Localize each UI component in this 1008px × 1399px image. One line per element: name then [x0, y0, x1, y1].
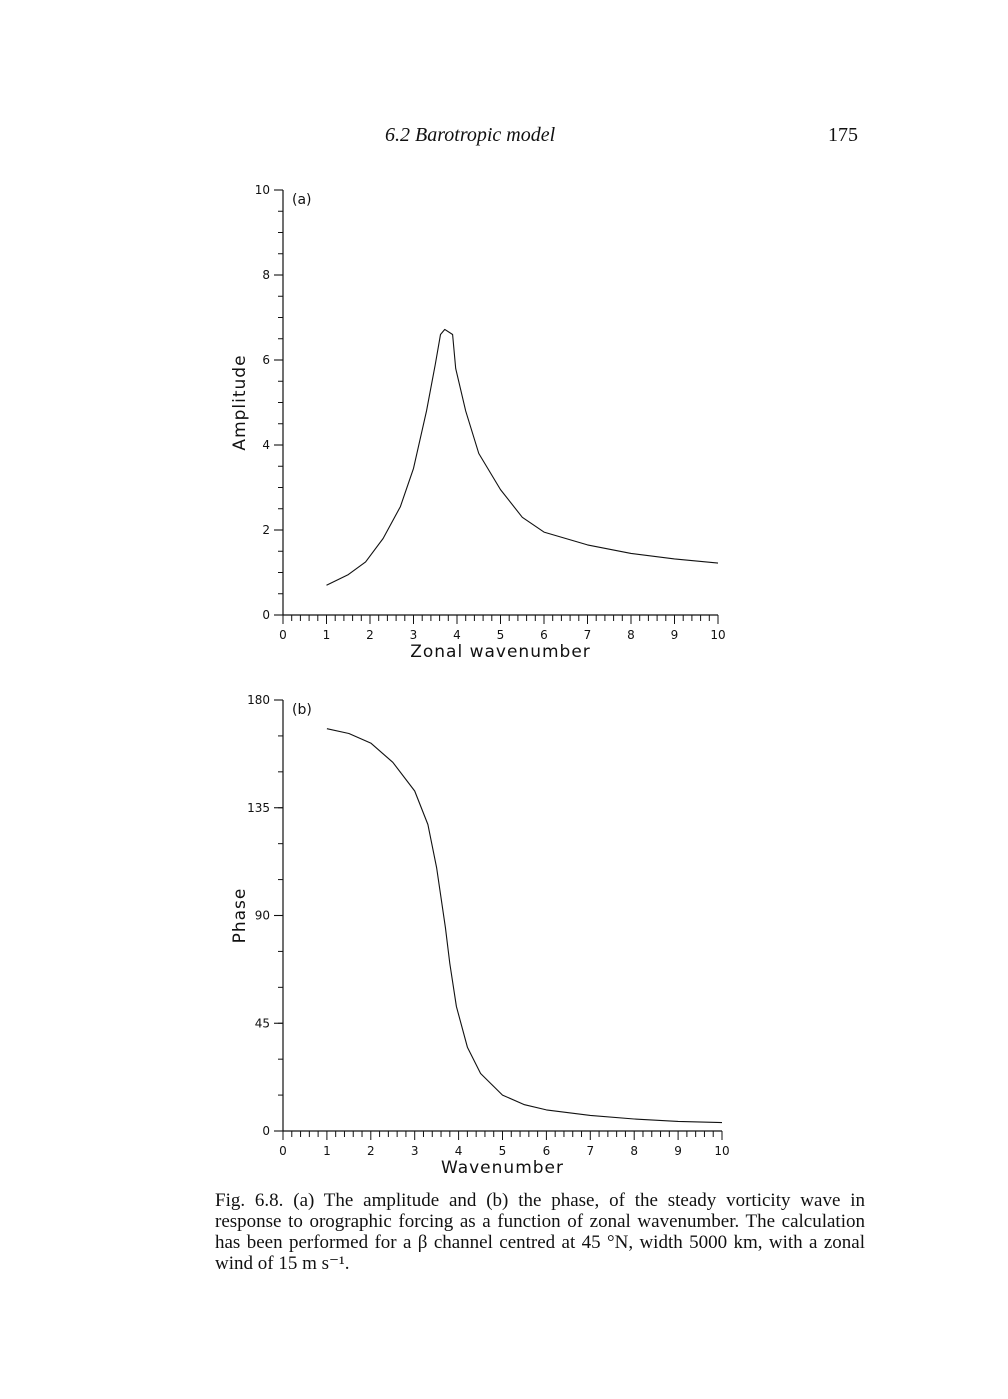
y-axis-label: Phase	[230, 888, 250, 944]
y-tick-label: 90	[255, 909, 270, 923]
x-tick-label: 6	[543, 1144, 551, 1158]
x-tick-label: 3	[410, 628, 418, 642]
chart-amplitude: 0 1 2 3 4 5 6 7 8 9 10 0 2 4 6 8 10 (a) Zonal wavenumber Am…	[230, 183, 726, 662]
x-tick-label: 2	[367, 1144, 375, 1158]
y-tick-label: 180	[247, 693, 270, 707]
x-tick-label: 10	[714, 1144, 729, 1158]
y-tick-label: 4	[262, 438, 270, 452]
chart-phase: 0 1 2 3 4 5 6 7 8 9 1004590135180(b)WavenumberPhas…	[230, 693, 730, 1178]
running-head: 6.2 Barotropic model 175	[0, 124, 1008, 150]
x-tick-label: 1	[323, 1144, 331, 1158]
y-tick-label: 8	[262, 268, 270, 282]
y-tick-label: 45	[255, 1016, 270, 1030]
page-number: 175	[828, 124, 858, 146]
x-tick-label: 7	[586, 1144, 594, 1158]
x-tick-label: 4	[455, 1144, 463, 1158]
series-line	[326, 728, 723, 1124]
section-title: 6.2 Barotropic model	[385, 124, 556, 146]
y-tick-label: 10	[255, 183, 270, 197]
x-tick-label: 3	[411, 1144, 419, 1158]
series-line	[326, 328, 719, 586]
y-tick-label: 0	[262, 608, 270, 622]
figure-caption: Fig. 6.8. (a) The amplitude and (b) the …	[215, 1190, 865, 1274]
x-axis-label: Zonal wavenumber	[410, 642, 591, 662]
x-tick-label: 0	[279, 1144, 287, 1158]
y-tick-label: 0	[262, 1124, 270, 1138]
x-tick-label: 5	[499, 1144, 507, 1158]
x-tick-label: 2	[366, 628, 374, 642]
x-tick-label: 7	[584, 628, 592, 642]
x-tick-label: 8	[630, 1144, 638, 1158]
panel-label: (b)	[292, 702, 312, 718]
x-tick-label: 6	[540, 628, 548, 642]
x-tick-label: 1	[323, 628, 331, 642]
x-tick-label: 8	[627, 628, 635, 642]
y-tick-label: 2	[262, 523, 270, 537]
x-tick-label: 0	[279, 628, 287, 642]
y-tick-label: 135	[247, 801, 270, 815]
y-axis-label: Amplitude	[230, 354, 250, 450]
panel-label: (a)	[292, 192, 312, 208]
x-axis-label: Wavenumber	[441, 1158, 564, 1178]
y-tick-label: 6	[262, 353, 270, 367]
x-tick-label: 9	[671, 628, 679, 642]
x-tick-label: 4	[453, 628, 461, 642]
x-tick-label: 9	[674, 1144, 682, 1158]
x-tick-label: 10	[710, 628, 725, 642]
x-tick-label: 5	[497, 628, 505, 642]
